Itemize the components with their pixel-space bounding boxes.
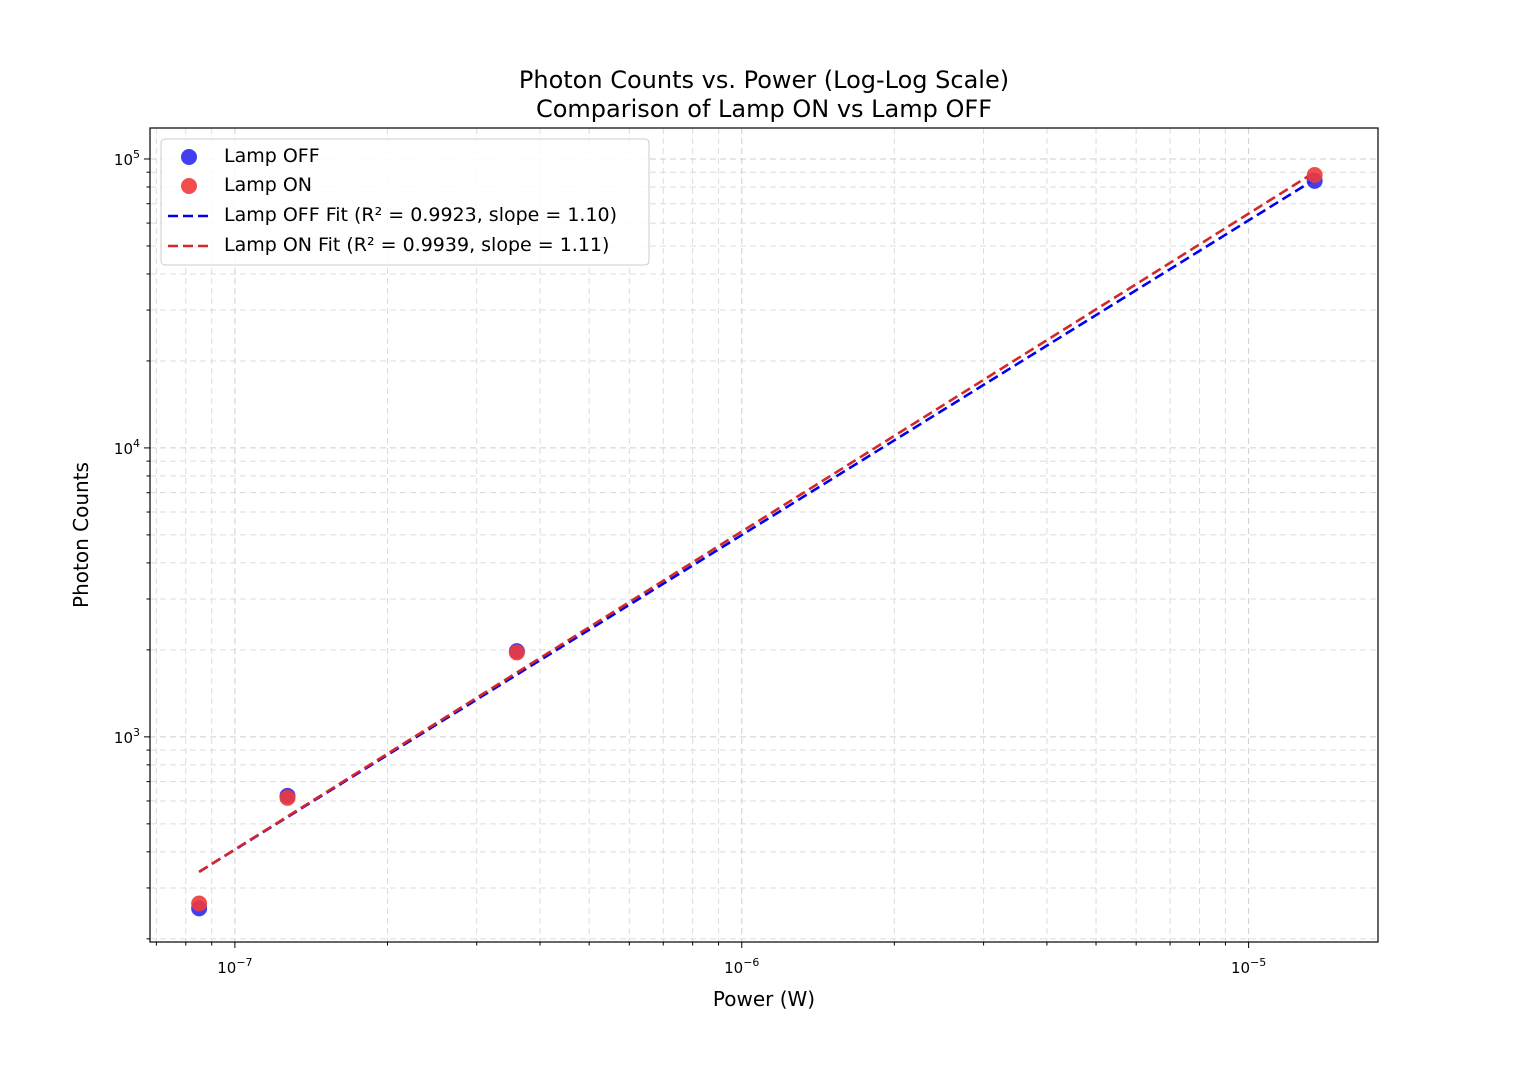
legend-label-lamp-off: Lamp OFF bbox=[224, 145, 320, 167]
legend-label-lamp-on: Lamp ON bbox=[224, 174, 312, 196]
fit-line-lamp-on bbox=[198, 171, 1316, 873]
legend-marker-lamp-on bbox=[181, 178, 197, 194]
legend: Lamp OFF Lamp ON Lamp OFF Fit (R² = 0.99… bbox=[160, 138, 650, 266]
axis-ticks: 10−7 10−6 10−5 103 104 105 bbox=[114, 148, 1266, 977]
x-tick-label: 10−7 bbox=[217, 956, 252, 977]
data-point-lamp-on bbox=[191, 895, 208, 912]
y-tick-label: 104 bbox=[114, 437, 140, 458]
y-tick-label: 105 bbox=[114, 148, 140, 169]
data-point-lamp-on bbox=[279, 789, 296, 806]
legend-label-lamp-off-fit: Lamp OFF Fit (R² = 0.9923, slope = 1.10) bbox=[224, 204, 617, 226]
legend-box bbox=[160, 138, 650, 266]
x-tick-label: 10−6 bbox=[724, 956, 759, 977]
data-points bbox=[191, 167, 1323, 917]
x-axis-label: Power (W) bbox=[713, 987, 815, 1011]
x-tick-label: 10−5 bbox=[1231, 956, 1266, 977]
plot-area-frame bbox=[149, 127, 1379, 943]
fit-lines bbox=[198, 171, 1316, 873]
legend-label-lamp-on-fit: Lamp ON Fit (R² = 0.9939, slope = 1.11) bbox=[224, 234, 609, 256]
data-point-lamp-on bbox=[508, 644, 525, 661]
chart-subtitle: Comparison of Lamp ON vs Lamp OFF bbox=[536, 95, 992, 123]
y-axis-label: Photon Counts bbox=[69, 462, 93, 608]
data-point-lamp-on bbox=[1306, 167, 1323, 184]
chart-title: Photon Counts vs. Power (Log-Log Scale) bbox=[519, 66, 1009, 94]
legend-marker-lamp-off bbox=[181, 149, 197, 165]
y-tick-label: 103 bbox=[114, 726, 140, 747]
